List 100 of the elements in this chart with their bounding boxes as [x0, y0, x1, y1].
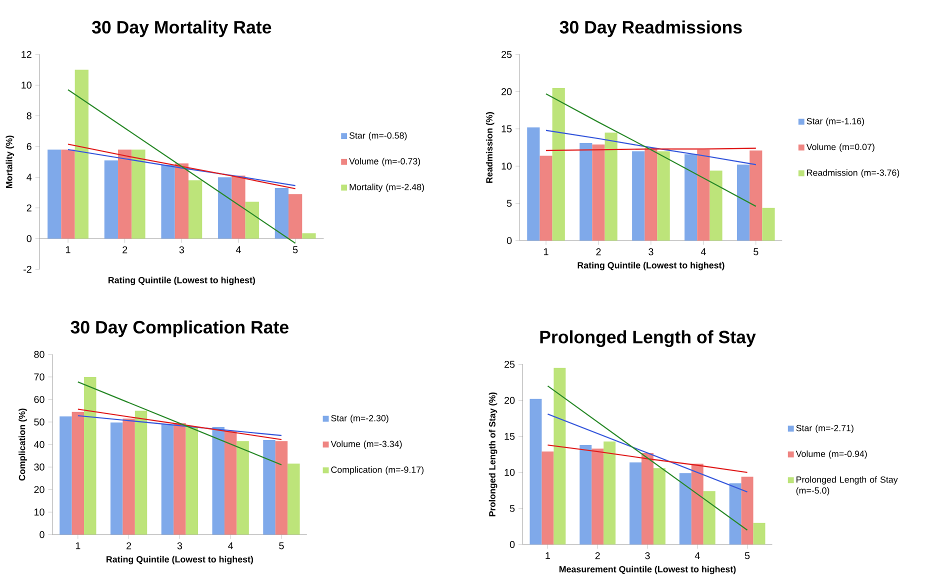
bar — [604, 132, 618, 241]
y-tick-label: 2 — [26, 204, 32, 212]
bar — [527, 127, 540, 241]
bar — [275, 441, 288, 535]
y-axis-title: Mortality (%) — [6, 136, 14, 188]
line-series — [545, 130, 757, 166]
legend-label: Volume (m=-3.34) — [330, 440, 402, 449]
line-series — [77, 381, 282, 466]
line-series — [77, 415, 282, 436]
bar — [691, 464, 704, 544]
legend-label: Volume (m=0.07) — [806, 143, 874, 152]
y-tick-label: 20 — [504, 396, 515, 404]
x-tick-label: 3 — [645, 552, 650, 560]
x-tick-label: 2 — [596, 248, 601, 256]
chart-title: 30 Day Mortality Rate — [92, 20, 272, 38]
bar — [274, 188, 289, 239]
bar — [288, 194, 302, 239]
bar — [530, 398, 542, 544]
y-tick-label: 40 — [34, 440, 44, 448]
legend-label: Star (m=-2.71) — [796, 424, 854, 433]
legend-label: Complication (m=-9.17) — [331, 466, 424, 475]
bar — [632, 151, 645, 241]
bar — [653, 468, 666, 544]
bar — [224, 430, 237, 535]
y-tick-label: 6 — [26, 142, 32, 150]
bar — [245, 202, 259, 239]
y-axis-title: Prolonged Length of Stay (%) — [488, 392, 498, 516]
bar — [580, 445, 592, 544]
bar — [750, 150, 762, 241]
bar — [741, 476, 754, 544]
bar — [161, 164, 175, 239]
bar — [104, 160, 118, 239]
chart-title: 30 Day Complication Rate — [70, 320, 288, 338]
x-tick-label: 2 — [122, 246, 128, 254]
legend-label: Readmission (m=-3.76) — [807, 169, 900, 178]
bar — [232, 176, 246, 239]
bar — [118, 150, 132, 239]
line-series — [77, 408, 282, 440]
bar — [642, 452, 654, 544]
x-tick-label: 1 — [546, 552, 550, 560]
y-tick-label: -2 — [24, 266, 32, 273]
bar — [703, 491, 716, 544]
y-tick-label: 10 — [34, 508, 44, 516]
x-axis-title: Rating Quintile (Lowest to highest) — [578, 262, 724, 270]
bar — [604, 441, 616, 544]
x-tick-label: 5 — [744, 552, 750, 560]
bar — [679, 473, 692, 544]
line-series — [547, 444, 748, 473]
bar — [697, 150, 710, 241]
bar — [74, 70, 88, 239]
bar — [72, 412, 84, 535]
x-tick-label: 2 — [126, 542, 132, 550]
x-tick-label: 3 — [648, 248, 654, 256]
bar — [554, 368, 566, 544]
bar — [542, 451, 554, 544]
bar — [174, 163, 188, 239]
x-axis-title: Measurement Quintile (Lowest to highest) — [559, 566, 736, 574]
legend-label: Star (m=-2.30) — [331, 414, 388, 424]
bar — [737, 164, 750, 241]
y-tick-label: 8 — [26, 112, 32, 120]
bar — [84, 376, 96, 535]
x-tick-label: 5 — [292, 246, 298, 254]
bar — [186, 426, 198, 535]
y-tick-label: 60 — [34, 396, 44, 403]
y-tick-label: 50 — [34, 418, 44, 426]
bar — [592, 144, 605, 241]
y-tick-label: 0 — [506, 237, 512, 244]
bar — [762, 208, 775, 241]
x-tick-label: 3 — [177, 542, 182, 550]
y-tick-label: 15 — [502, 125, 512, 132]
y-tick-label: 5 — [510, 504, 515, 512]
x-tick-label: 3 — [179, 246, 184, 254]
x-tick-label: 4 — [228, 542, 234, 550]
x-tick-label: 1 — [544, 248, 548, 256]
x-tick-label: 4 — [694, 552, 700, 560]
legend-label: Volume (m=-0.73) — [349, 158, 420, 166]
x-tick-label: 4 — [700, 248, 706, 256]
x-tick-label: 4 — [236, 246, 241, 254]
bar — [644, 148, 658, 241]
bar — [684, 154, 698, 241]
bar — [710, 170, 722, 241]
bar — [134, 410, 148, 535]
chart-title: 30 Day Readmissions — [560, 20, 742, 38]
x-tick-label: 5 — [279, 542, 284, 550]
x-tick-label: 1 — [76, 542, 80, 550]
y-tick-label: 20 — [502, 88, 512, 96]
y-tick-label: 12 — [22, 50, 32, 58]
bar — [48, 150, 62, 239]
bar — [161, 424, 174, 535]
y-tick-label: 10 — [504, 468, 515, 476]
bar — [61, 150, 75, 239]
bar — [263, 440, 276, 535]
bar — [729, 483, 742, 544]
y-tick-label: 0 — [26, 235, 32, 242]
y-tick-label: 25 — [504, 360, 515, 368]
bar — [60, 416, 72, 535]
x-tick-label: 1 — [66, 246, 70, 254]
bar — [132, 150, 146, 239]
line-series — [545, 93, 757, 207]
x-axis-title: Rating Quintile (Lowest to highest) — [106, 556, 254, 564]
